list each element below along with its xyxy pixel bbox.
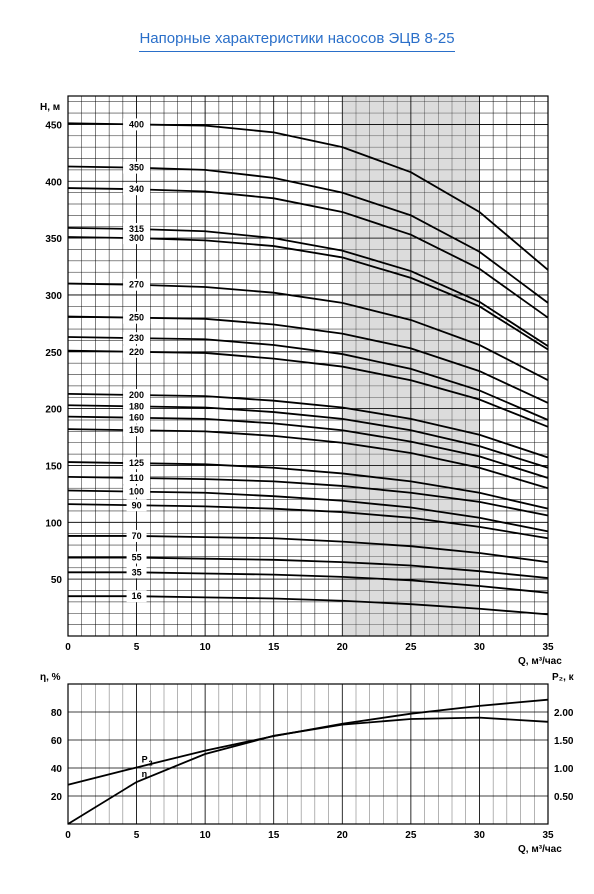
svg-text:10: 10 (200, 642, 212, 653)
svg-text:10: 10 (200, 830, 212, 841)
svg-text:90: 90 (132, 500, 142, 510)
svg-text:270: 270 (129, 280, 144, 290)
page-title: Напорные характеристики насосов ЭЦВ 8-25 (20, 30, 574, 48)
svg-text:300: 300 (129, 233, 144, 243)
svg-text:25: 25 (405, 642, 417, 653)
svg-text:100: 100 (129, 487, 144, 497)
svg-text:340: 340 (129, 184, 144, 194)
svg-text:0.50: 0.50 (554, 792, 574, 803)
svg-text:15: 15 (268, 642, 280, 653)
svg-text:70: 70 (132, 531, 142, 541)
svg-text:5: 5 (134, 830, 140, 841)
svg-text:125: 125 (129, 458, 144, 468)
pump-curves-svg: 4003503403153002702502302202001801601501… (20, 88, 574, 858)
svg-text:60: 60 (51, 736, 63, 747)
svg-text:40: 40 (51, 764, 63, 775)
svg-text:η: η (142, 769, 148, 779)
svg-text:250: 250 (45, 348, 62, 359)
svg-text:Q, м³/час: Q, м³/час (518, 844, 562, 855)
svg-text:0: 0 (65, 642, 71, 653)
svg-text:35: 35 (542, 830, 554, 841)
svg-text:400: 400 (45, 177, 62, 188)
svg-text:350: 350 (45, 234, 62, 245)
svg-text:35: 35 (542, 642, 554, 653)
svg-text:30: 30 (474, 642, 486, 653)
svg-text:55: 55 (132, 553, 142, 563)
svg-text:H, м: H, м (40, 102, 60, 113)
svg-text:110: 110 (129, 473, 144, 483)
svg-text:200: 200 (129, 390, 144, 400)
svg-text:100: 100 (45, 518, 62, 529)
svg-text:30: 30 (474, 830, 486, 841)
svg-text:250: 250 (129, 313, 144, 323)
svg-text:180: 180 (129, 401, 144, 411)
svg-text:20: 20 (337, 830, 349, 841)
svg-text:25: 25 (405, 830, 417, 841)
svg-text:160: 160 (129, 413, 144, 423)
svg-text:1.00: 1.00 (554, 764, 574, 775)
svg-text:200: 200 (45, 405, 62, 416)
svg-text:300: 300 (45, 291, 62, 302)
svg-text:Q, м³/час: Q, м³/час (518, 656, 562, 667)
svg-text:2: 2 (149, 760, 153, 767)
svg-text:80: 80 (51, 708, 63, 719)
svg-text:150: 150 (129, 425, 144, 435)
svg-text:2.00: 2.00 (554, 708, 574, 719)
svg-text:0: 0 (65, 830, 71, 841)
svg-text:20: 20 (51, 792, 63, 803)
chart-container: 4003503403153002702502302202001801601501… (20, 88, 574, 858)
svg-text:20: 20 (337, 642, 349, 653)
svg-text:P: P (142, 754, 148, 764)
svg-text:η, %: η, % (40, 672, 61, 683)
svg-text:150: 150 (45, 461, 62, 472)
svg-text:450: 450 (45, 120, 62, 131)
svg-text:400: 400 (129, 119, 144, 129)
svg-text:5: 5 (134, 642, 140, 653)
svg-text:16: 16 (132, 591, 142, 601)
svg-text:P₂, кВт: P₂, кВт (552, 672, 574, 683)
svg-text:220: 220 (129, 347, 144, 357)
svg-text:230: 230 (129, 333, 144, 343)
svg-text:1.50: 1.50 (554, 736, 574, 747)
svg-text:350: 350 (129, 163, 144, 173)
svg-text:15: 15 (268, 830, 280, 841)
title-text: Напорные характеристики насосов ЭЦВ 8-25 (139, 30, 454, 52)
svg-text:50: 50 (51, 575, 63, 586)
svg-text:35: 35 (132, 567, 142, 577)
